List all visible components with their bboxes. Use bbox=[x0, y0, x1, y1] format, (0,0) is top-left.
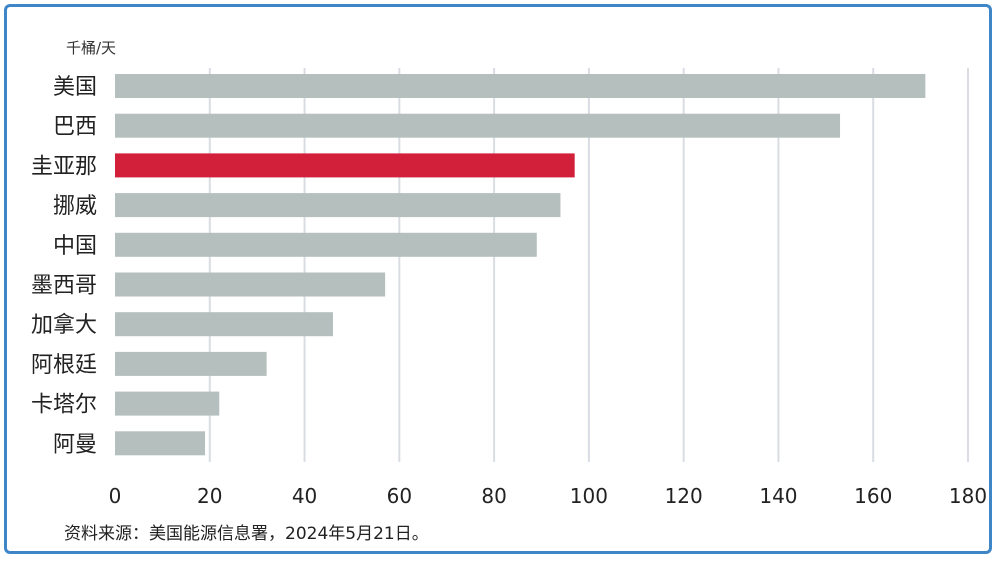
x-tick-label: 40 bbox=[292, 484, 317, 508]
x-tick-label: 60 bbox=[387, 484, 412, 508]
x-tick-label: 160 bbox=[854, 484, 892, 508]
x-tick-label: 180 bbox=[949, 484, 987, 508]
bar bbox=[115, 431, 206, 456]
category-label: 巴西 bbox=[53, 115, 97, 140]
unit-label: 千桶/天 bbox=[66, 39, 117, 57]
category-label: 美国 bbox=[53, 75, 97, 100]
source-note: 资料来源：美国能源信息署，2024年5月21日。 bbox=[64, 524, 429, 544]
category-label: 中国 bbox=[53, 234, 97, 259]
bar bbox=[115, 351, 267, 376]
x-tick-labels: 0 20 40 60 80 100 120 140 160 180 bbox=[109, 484, 987, 508]
category-label: 加拿大 bbox=[31, 312, 97, 338]
bar bbox=[115, 272, 386, 297]
bars bbox=[115, 74, 926, 456]
category-label: 卡塔尔 bbox=[31, 393, 97, 418]
bar bbox=[115, 312, 333, 337]
x-tick-label: 140 bbox=[759, 484, 797, 508]
bar bbox=[115, 232, 537, 257]
bar bbox=[115, 113, 841, 138]
category-label: 挪威 bbox=[53, 194, 97, 219]
bar bbox=[115, 153, 575, 178]
category-label: 墨西哥 bbox=[31, 274, 97, 299]
x-tick-label: 0 bbox=[109, 484, 122, 508]
category-label: 圭亚那 bbox=[31, 154, 97, 179]
bar bbox=[115, 391, 220, 416]
x-tick-label: 80 bbox=[481, 484, 506, 508]
category-label: 阿曼 bbox=[53, 432, 97, 457]
bar bbox=[115, 193, 561, 218]
bar bbox=[115, 74, 926, 98]
x-tick-label: 120 bbox=[665, 484, 703, 508]
category-label: 阿根廷 bbox=[31, 353, 97, 378]
x-tick-label: 20 bbox=[197, 484, 222, 508]
x-tick-label: 100 bbox=[570, 484, 608, 508]
